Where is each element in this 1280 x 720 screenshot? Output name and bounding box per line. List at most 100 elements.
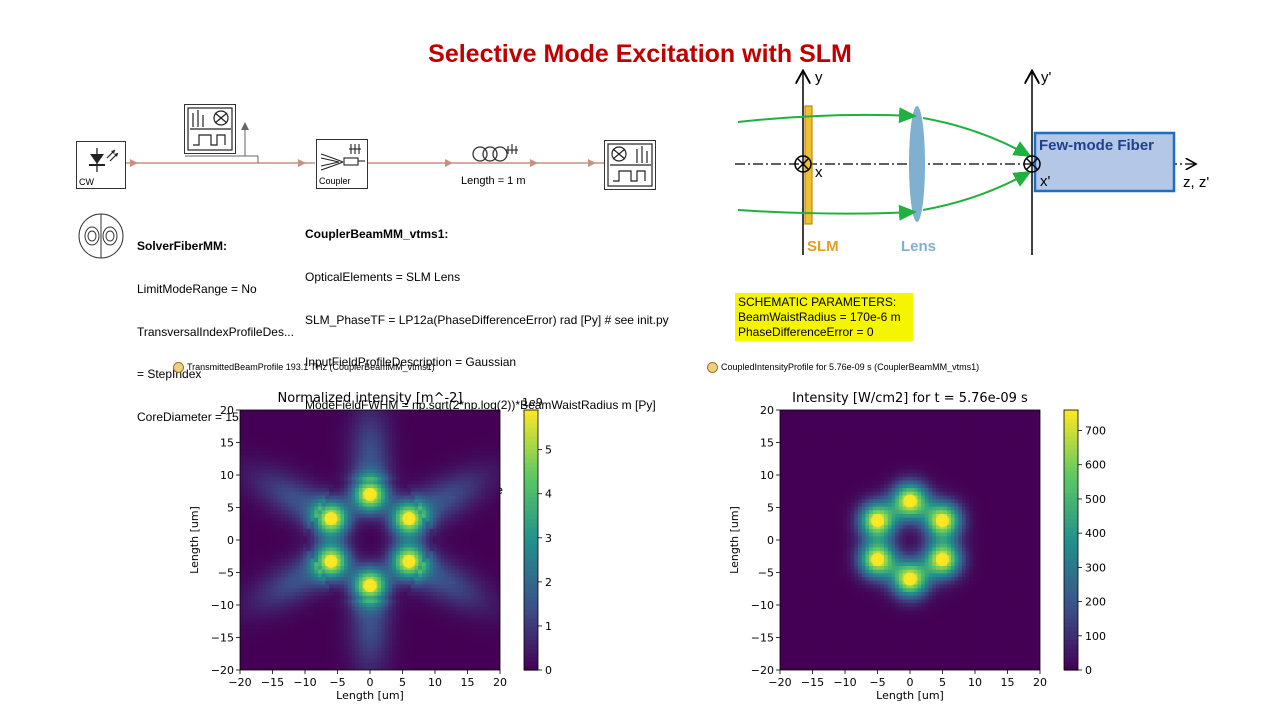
heat-cell: [377, 532, 382, 537]
heat-cell: [436, 662, 442, 667]
heat-cell: [392, 432, 397, 437]
heat-cell: [407, 410, 412, 415]
coupler-block[interactable]: Coupler: [316, 139, 368, 189]
heat-cell: [280, 547, 286, 552]
heat-cell: [459, 614, 464, 619]
heat-cell: [462, 413, 468, 419]
heat-cell: [492, 662, 497, 667]
heat-cell: [481, 417, 486, 422]
heat-cell: [418, 488, 423, 493]
heat-cell: [388, 595, 393, 601]
heat-cell: [425, 443, 431, 448]
heat-cell: [366, 592, 371, 597]
heat-cell: [474, 573, 479, 578]
heat-cell: [455, 462, 460, 467]
heat-cell: [466, 658, 471, 664]
heat-cell: [448, 666, 453, 670]
heat-cell: [414, 532, 419, 537]
heat-cell: [277, 458, 282, 463]
heat-cell: [321, 517, 327, 523]
heat-cell: [436, 476, 442, 482]
heat-cell: [362, 588, 367, 593]
heat-cell: [284, 666, 289, 670]
heat-cell: [254, 666, 260, 670]
heat-cell: [474, 551, 479, 556]
heat-cell: [481, 439, 486, 445]
heat-cell: [422, 473, 427, 478]
heat-cell: [262, 421, 267, 426]
heat-cell: [344, 491, 349, 497]
heat-cell: [470, 502, 475, 508]
heat-cell: [366, 443, 371, 448]
heat-cell: [258, 584, 263, 589]
heat-cell: [474, 577, 479, 582]
heat-cell: [284, 428, 289, 433]
heat-cell: [280, 666, 286, 670]
heat-cell: [407, 447, 412, 452]
heat-cell: [436, 566, 442, 571]
heat-cell: [388, 499, 393, 504]
heat-cell: [370, 499, 375, 504]
heat-cell: [273, 465, 278, 471]
heat-cell: [318, 521, 323, 526]
heat-cell: [488, 588, 494, 593]
heat-cell: [325, 647, 330, 653]
heat-cell: [344, 473, 349, 478]
heat-cell: [399, 655, 405, 660]
heat-cell: [410, 450, 416, 456]
heat-cell: [295, 506, 301, 511]
heat-cell: [266, 480, 271, 485]
heat-cell: [355, 577, 360, 582]
heat-cell: [310, 525, 315, 530]
heat-cell: [310, 484, 315, 489]
heat-cell: [448, 651, 453, 656]
heat-cell: [332, 424, 338, 430]
analyzer-top-block[interactable]: [184, 104, 236, 154]
heat-cell: [251, 450, 256, 456]
heat-cell: [466, 424, 471, 430]
heat-cell: [288, 625, 293, 630]
heat-cell: [414, 618, 419, 623]
heat-cell: [240, 636, 245, 641]
heat-cell: [288, 439, 293, 445]
heat-cell: [243, 476, 249, 482]
heat-cell: [288, 480, 293, 485]
heat-cell: [262, 484, 267, 489]
heat-cell: [254, 636, 260, 641]
heat-cell: [266, 632, 271, 638]
heat-cell: [355, 428, 360, 433]
heat-cell: [444, 458, 449, 463]
heat-cell: [288, 413, 293, 419]
heat-cell: [362, 558, 367, 563]
heat-cell: [492, 554, 497, 560]
heat-cell: [240, 666, 245, 670]
heat-cell: [277, 484, 282, 489]
solver-block[interactable]: [76, 212, 126, 260]
heat-cell: [362, 618, 367, 623]
y-tick-label: 20: [220, 404, 234, 417]
heat-cell: [273, 540, 278, 545]
heat-cell: [277, 580, 282, 586]
heat-cell: [451, 562, 457, 567]
heat-cell: [258, 458, 263, 463]
heat-cell: [370, 469, 375, 474]
heat-cell: [277, 577, 282, 582]
heat-cell: [251, 488, 256, 493]
heat-cell: [306, 666, 312, 670]
heat-cell: [407, 625, 412, 630]
heat-cell: [474, 584, 479, 589]
heat-cell: [474, 554, 479, 560]
heat-cell: [451, 655, 457, 660]
heat-cell: [422, 655, 427, 660]
cw-laser-block[interactable]: CW: [76, 141, 126, 189]
heat-cell: [247, 625, 252, 630]
heat-cell: [358, 473, 364, 478]
heat-cell: [254, 528, 260, 534]
heat-cell: [340, 469, 345, 474]
heat-cell: [332, 432, 338, 437]
heat-cell: [422, 521, 427, 526]
heat-cell: [251, 655, 256, 660]
heat-cell: [318, 443, 323, 448]
analyzer-right-block[interactable]: [604, 140, 656, 190]
heat-cell: [351, 447, 356, 452]
